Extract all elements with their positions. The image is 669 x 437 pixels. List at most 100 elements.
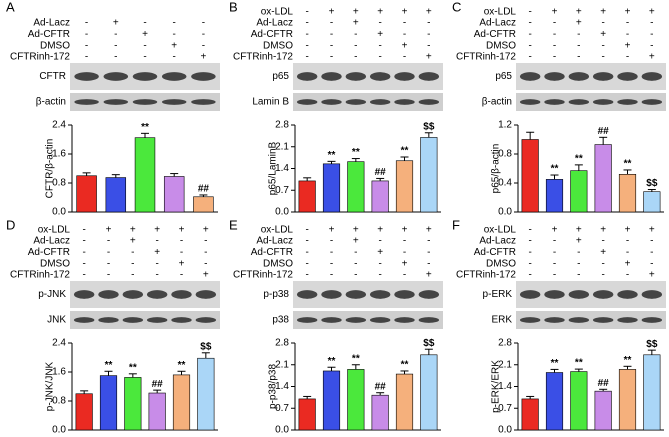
bar	[75, 393, 93, 431]
blot-band	[369, 317, 391, 323]
blot-band	[394, 290, 415, 299]
y-tick-label: 2.8	[275, 338, 289, 349]
condition-label: DMSO	[486, 40, 516, 51]
condition-sign: +	[200, 52, 206, 63]
condition-sign: -	[403, 29, 406, 40]
condition-sign: +	[426, 224, 432, 235]
blot-band	[617, 290, 638, 299]
condition-sign: -	[305, 270, 308, 281]
significance-label: **	[129, 362, 137, 373]
blot-band	[122, 290, 144, 299]
blot-band	[195, 290, 217, 299]
condition-sign: -	[577, 247, 580, 258]
condition-sign: -	[528, 224, 531, 235]
condition-sign: +	[377, 6, 383, 17]
condition-label: Ad-CFTR	[474, 247, 516, 258]
bar	[420, 137, 438, 213]
condition-sign: +	[552, 6, 558, 17]
blot-band	[641, 290, 663, 299]
panel-letter: C	[452, 0, 461, 14]
significance-label: $$	[646, 178, 658, 189]
condition-sign: -	[354, 270, 357, 281]
condition-sign: +	[377, 29, 383, 40]
condition-sign: -	[114, 29, 117, 40]
condition-sign: -	[173, 18, 176, 29]
y-tick-label: 2.1	[498, 359, 512, 370]
condition-label: CFTRinh-172	[10, 270, 70, 281]
blot-band	[568, 99, 590, 105]
y-tick-label: 1.6	[52, 367, 66, 378]
y-tick-label: 0.0	[52, 425, 66, 436]
condition-sign: +	[649, 6, 655, 17]
blot-label: p65	[272, 71, 289, 82]
condition-sign: -	[427, 40, 430, 51]
condition-label: DMSO	[263, 40, 293, 51]
condition-sign: -	[330, 247, 333, 258]
condition-sign: -	[114, 40, 117, 51]
bar	[163, 176, 185, 213]
bar	[298, 398, 316, 431]
y-axis-label: p65/LaminB	[268, 141, 279, 195]
condition-sign: -	[528, 247, 531, 258]
condition-sign: -	[577, 29, 580, 40]
condition-sign: +	[203, 224, 209, 235]
significance-label: $$	[200, 341, 212, 352]
blot-band	[544, 72, 565, 81]
blot-band	[73, 317, 95, 323]
blot-band	[146, 317, 168, 323]
condition-sign: +	[329, 6, 335, 17]
condition-sign: -	[601, 52, 604, 63]
significance-label: ##	[598, 378, 610, 389]
blot-band	[641, 317, 663, 323]
condition-sign: -	[403, 236, 406, 247]
y-tick-label: 0.0	[275, 425, 289, 436]
condition-sign: -	[107, 247, 110, 258]
condition-sign: +	[649, 224, 655, 235]
condition-sign: -	[85, 29, 88, 40]
condition-sign: -	[330, 236, 333, 247]
blot-band	[132, 72, 158, 81]
y-tick-label: 1.2	[498, 120, 512, 131]
significance-label: $$	[423, 338, 435, 349]
significance-label: ##	[152, 379, 164, 390]
condition-sign: +	[179, 258, 185, 269]
condition-sign: -	[626, 236, 629, 247]
condition-sign: +	[576, 18, 582, 29]
blot-label: p65	[495, 71, 512, 82]
y-tick-label: 0.7	[498, 403, 512, 414]
condition-sign: -	[180, 270, 183, 281]
condition-label: Ad-CFTR	[251, 29, 293, 40]
blot-band	[369, 72, 391, 81]
bar	[172, 374, 191, 431]
condition-sign: -	[305, 29, 308, 40]
blot-image	[293, 63, 443, 90]
condition-sign: +	[179, 224, 185, 235]
blot-band	[73, 290, 95, 299]
condition-sign: +	[576, 236, 582, 247]
condition-sign: -	[330, 270, 333, 281]
blot-label: p38	[272, 315, 289, 326]
condition-label: Ad-Lacz	[256, 18, 293, 29]
blot-band	[519, 72, 541, 81]
condition-sign: -	[305, 18, 308, 29]
condition-sign: -	[305, 52, 308, 63]
condition-label: CFTRinh-172	[10, 52, 70, 63]
bar	[643, 354, 661, 431]
significance-label: **	[401, 360, 409, 371]
condition-sign: -	[650, 29, 653, 40]
condition-sign: -	[305, 40, 308, 51]
condition-sign: -	[553, 236, 556, 247]
condition-sign: -	[180, 236, 183, 247]
blot-band	[122, 317, 144, 323]
condition-label: ox-LDL	[261, 224, 294, 235]
condition-sign: -	[626, 52, 629, 63]
condition-sign: -	[553, 18, 556, 29]
condition-sign: -	[114, 52, 117, 63]
condition-sign: -	[354, 52, 357, 63]
condition-sign: +	[600, 29, 606, 40]
blot-band	[132, 99, 158, 105]
condition-sign: -	[601, 258, 604, 269]
condition-label: ox-LDL	[484, 224, 517, 235]
blot-band	[161, 99, 187, 105]
